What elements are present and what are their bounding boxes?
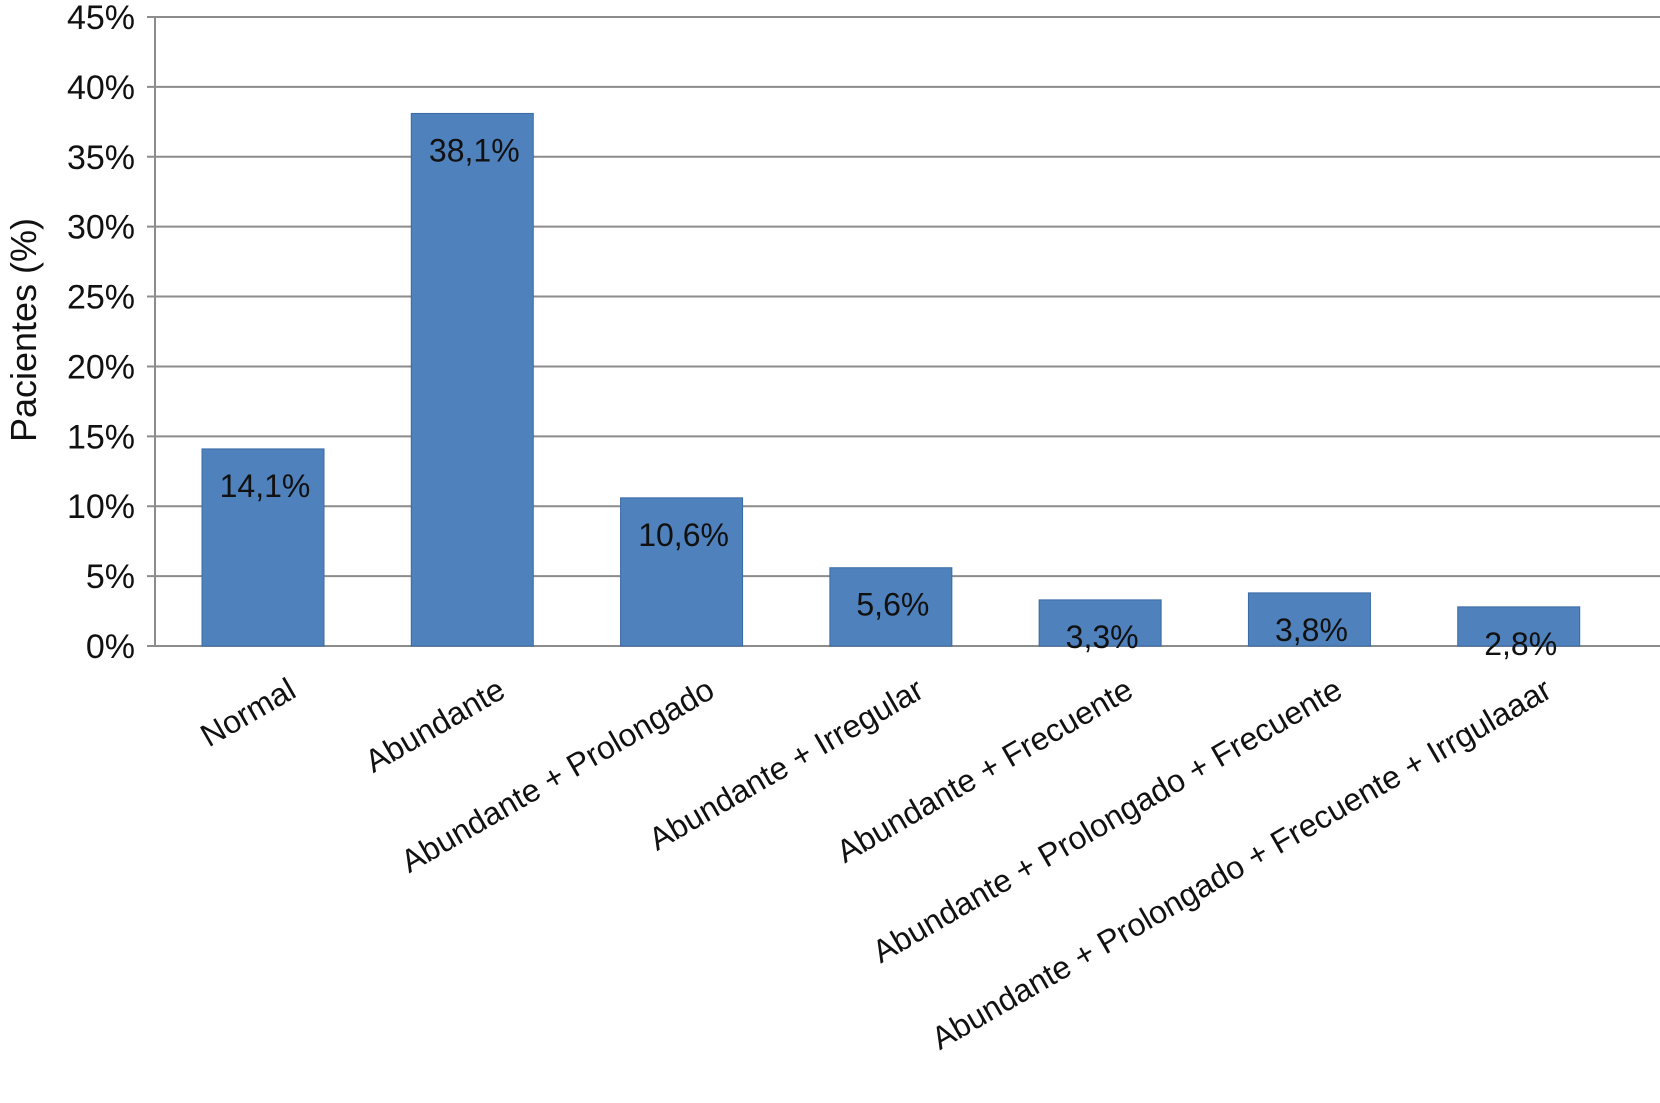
y-tick-label: 0% bbox=[86, 628, 135, 666]
y-tick-label: 20% bbox=[67, 348, 135, 386]
bar bbox=[1247, 592, 1371, 647]
y-tick-label: 45% bbox=[67, 0, 135, 37]
bar bbox=[620, 497, 744, 647]
data-label: 3,8% bbox=[1275, 612, 1348, 648]
bar bbox=[410, 112, 534, 647]
data-label: 5,6% bbox=[856, 587, 929, 623]
bar bbox=[1457, 606, 1581, 647]
gridlines bbox=[147, 16, 1660, 647]
y-tick-label: 10% bbox=[67, 488, 135, 526]
x-tick-label: Abundante bbox=[359, 671, 511, 780]
y-tick-label: 5% bbox=[86, 558, 135, 596]
bar bbox=[1038, 599, 1162, 647]
y-tick-label: 25% bbox=[67, 279, 135, 317]
data-label: 14,1% bbox=[220, 468, 311, 504]
y-tick-label: 35% bbox=[67, 139, 135, 177]
y-axis-title: Pacientes (%) bbox=[3, 218, 44, 442]
bars bbox=[201, 112, 1581, 647]
y-tick-label: 15% bbox=[67, 418, 135, 456]
y-tick-label: 40% bbox=[67, 69, 135, 107]
data-labels: 14,1% 38,1% 10,6% 5,6% 3,3% 3,8% 2,8% bbox=[220, 132, 1558, 661]
data-label: 3,3% bbox=[1066, 619, 1139, 655]
data-label: 10,6% bbox=[638, 517, 729, 553]
y-tick-label: 30% bbox=[67, 209, 135, 247]
data-label: 2,8% bbox=[1484, 626, 1557, 662]
data-label: 38,1% bbox=[429, 132, 520, 168]
x-tick-label: Normal bbox=[194, 671, 301, 754]
y-tick-labels: 0% 5% 10% 15% 20% 25% 30% 35% 40% 45% bbox=[67, 0, 135, 666]
bar bbox=[201, 448, 325, 647]
bar bbox=[829, 567, 953, 647]
